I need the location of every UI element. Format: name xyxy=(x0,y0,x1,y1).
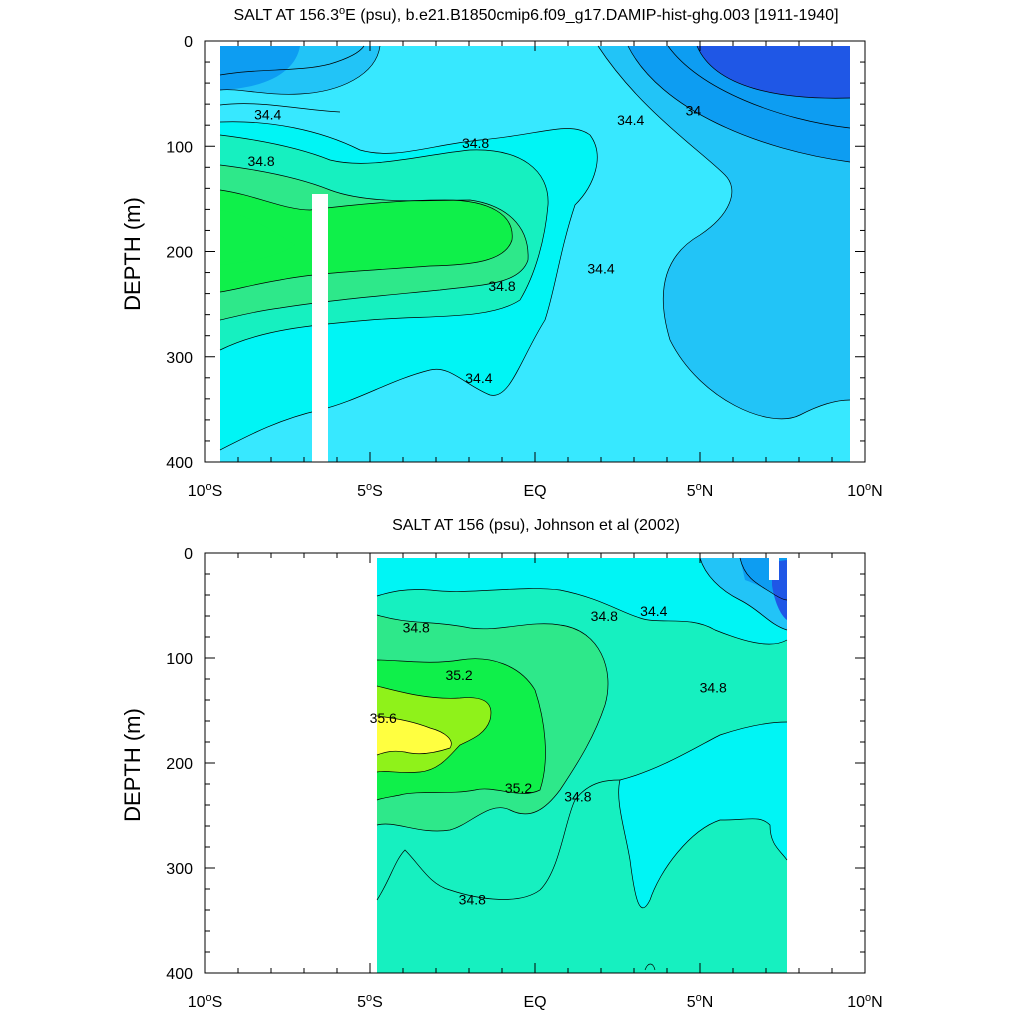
top-x-tick-label: 10oS xyxy=(188,481,223,500)
bottom-east-lens xyxy=(618,722,787,908)
top-ne-fill-5 xyxy=(697,46,850,99)
bottom-contour-label: 35.6 xyxy=(370,710,397,726)
bottom-panel: SALT AT 156 (psu), Johnson et al (2002) xyxy=(166,517,882,1011)
bottom-contour-label: 34.8 xyxy=(700,679,727,695)
bottom-x-tick-label: EQ xyxy=(523,994,546,1011)
top-title-sup: o xyxy=(339,5,345,17)
bottom-missing-notch xyxy=(769,558,779,580)
bottom-contour-label: 35.2 xyxy=(505,780,532,796)
top-y-tick-label: 300 xyxy=(166,350,193,367)
bottom-x-tick-label: 10oS xyxy=(188,992,223,1011)
bottom-yellow-fill xyxy=(377,716,452,755)
top-title-pre: SALT AT 156.3 xyxy=(233,7,339,24)
top-green-core xyxy=(220,210,295,265)
top-y-tick-label: 100 xyxy=(166,139,193,156)
bottom-y-tick-label: 200 xyxy=(166,756,193,773)
bottom-axes: 10oS 5oS EQ 5oN 10oN 0 100 200 300 400 xyxy=(166,546,882,1011)
bottom-y-tick-label: 400 xyxy=(166,966,193,983)
bottom-contour-label: 34.4 xyxy=(640,603,667,619)
top-x-tick-label: 5oN xyxy=(687,481,714,500)
top-x-tick-label: 10oN xyxy=(847,481,882,500)
bottom-y-axis-label: DEPTH (m) xyxy=(120,708,145,822)
top-contour-label: 34.4 xyxy=(587,260,614,276)
bottom-y-tick-label: 0 xyxy=(184,546,193,563)
top-y-axis-label: DEPTH (m) xyxy=(120,197,145,311)
top-contour-labels: 34.4 34.8 34.8 34.8 34.4 34.4 34.4 34 xyxy=(247,102,701,385)
bottom-contour-label: 34.8 xyxy=(564,789,591,805)
top-title-post: E (psu), b.e21.B1850cmip6.f09_g17.DAMIP-… xyxy=(345,7,838,24)
bottom-y-tick-label: 100 xyxy=(166,651,193,668)
bottom-x-tick-label: 10oN xyxy=(847,992,882,1011)
top-title: SALT AT 156.3oE (psu), b.e21.B1850cmip6.… xyxy=(233,5,838,24)
bottom-contour-labels: 34.8 34.8 34.4 35.2 35.6 35.2 34.8 34.8 34.8 xyxy=(370,603,727,908)
bottom-contour-label: 34.8 xyxy=(403,620,430,636)
top-green3-fill xyxy=(220,190,513,292)
top-w-fill-2 xyxy=(220,46,300,90)
top-y-tick-label: 200 xyxy=(166,245,193,262)
top-x-tick-label: EQ xyxy=(523,483,546,500)
top-contour-label: 34.4 xyxy=(617,112,644,128)
top-panel: SALT AT 156.3oE (psu), b.e21.B1850cmip6.… xyxy=(166,5,882,500)
bottom-contour-lines xyxy=(376,557,788,971)
bottom-title: SALT AT 156 (psu), Johnson et al (2002) xyxy=(392,517,680,534)
top-x-tick-label: 5oS xyxy=(357,481,383,500)
top-contour-lines xyxy=(219,45,851,451)
top-y-tick-label: 0 xyxy=(184,34,193,51)
bottom-contour-label: 34.8 xyxy=(459,892,486,908)
bottom-x-tick-label: 5oS xyxy=(357,992,383,1011)
top-contour-label: 34.4 xyxy=(254,107,281,123)
top-contour-label: 34 xyxy=(686,102,702,118)
top-contour-label: 34.8 xyxy=(462,135,489,151)
top-y-tick-label: 400 xyxy=(166,455,193,472)
top-axes: 10oS 5oS EQ 5oN 10oN 0 100 200 300 400 xyxy=(166,34,882,500)
top-contour-label: 34.4 xyxy=(465,370,492,386)
top-contour-label: 34.8 xyxy=(488,278,515,294)
top-contour-label: 34.8 xyxy=(247,153,274,169)
bottom-surface-cyan xyxy=(377,558,787,645)
top-missing-data-column xyxy=(312,194,328,462)
bottom-contour-label: 34.8 xyxy=(591,608,618,624)
bottom-y-tick-label: 300 xyxy=(166,861,193,878)
bottom-contour-label: 35.2 xyxy=(445,667,472,683)
bottom-contour-fill xyxy=(377,558,787,973)
bottom-x-tick-label: 5oN xyxy=(687,992,714,1011)
